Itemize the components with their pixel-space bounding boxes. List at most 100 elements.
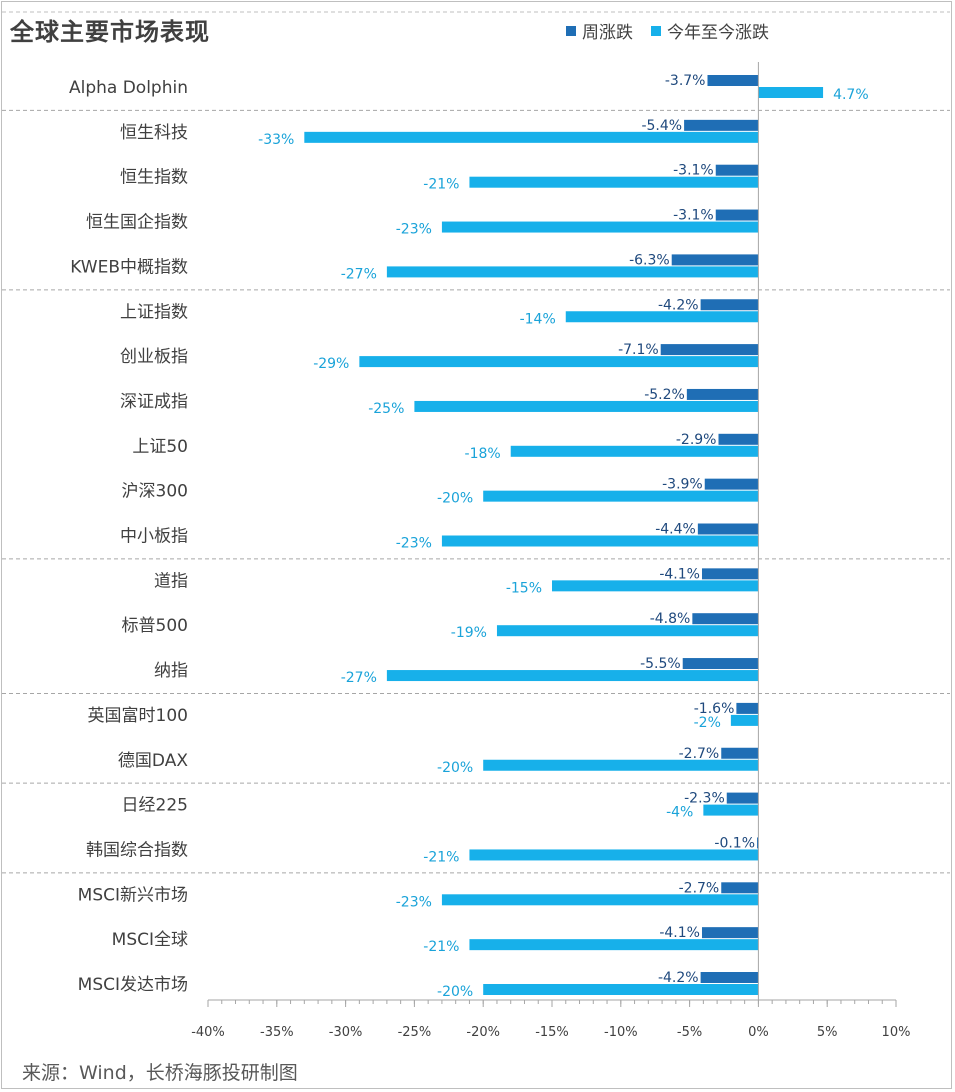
- bar-ytd: [758, 87, 824, 98]
- data-label-ytd: -27%: [341, 266, 377, 282]
- x-tick-label: -20%: [466, 1025, 500, 1040]
- data-label-ytd: -19%: [451, 625, 487, 641]
- data-label-ytd: -25%: [368, 401, 404, 417]
- bar-weekly: [671, 254, 759, 266]
- legend-item-ytd: 今年至今涨跌: [651, 18, 769, 43]
- data-label-weekly: -4.2%: [658, 297, 699, 313]
- data-label-weekly: -5.2%: [644, 387, 685, 403]
- data-label-ytd: -23%: [396, 894, 432, 910]
- x-tick-label: 0%: [748, 1025, 769, 1040]
- x-tick-label: -25%: [398, 1025, 432, 1040]
- x-tick-label: -15%: [535, 1025, 569, 1040]
- bar-weekly: [701, 568, 759, 580]
- category-label: 恒生科技: [120, 123, 188, 143]
- category-label: 德国DAX: [118, 751, 188, 771]
- bar-weekly: [660, 344, 759, 356]
- category-label: 日经225: [122, 796, 188, 816]
- category-label: 标普500: [122, 616, 188, 636]
- bar-weekly: [715, 209, 759, 221]
- data-label-ytd: -20%: [437, 984, 473, 1000]
- bar-weekly: [700, 299, 759, 311]
- data-label-weekly: -2.9%: [676, 432, 717, 448]
- x-tick-label: -40%: [191, 1025, 225, 1040]
- data-label-weekly: -5.5%: [640, 656, 681, 672]
- chart-title: 全球主要市场表现: [10, 18, 210, 46]
- bar-weekly: [682, 658, 759, 670]
- bar-ytd: [730, 714, 759, 726]
- category-label: MSCI发达市场: [78, 975, 188, 995]
- bar-ytd: [386, 670, 759, 682]
- bar-ytd: [469, 176, 759, 188]
- bar-weekly: [704, 478, 759, 490]
- x-tick-label: -30%: [329, 1025, 363, 1040]
- category-label: 恒生指数: [120, 168, 188, 188]
- bar-ytd: [441, 221, 759, 233]
- data-label-weekly: -4.1%: [659, 566, 700, 582]
- data-label-weekly: -0.1%: [714, 835, 755, 851]
- category-label: 道指: [154, 571, 188, 591]
- category-label: 中小板指: [120, 527, 188, 547]
- category-label: 沪深300: [122, 482, 188, 502]
- bar-weekly: [715, 164, 759, 176]
- bar-weekly: [692, 613, 759, 625]
- data-label-ytd: -20%: [437, 491, 473, 507]
- bar-weekly: [701, 927, 759, 939]
- legend-label-weekly: 周涨跌: [582, 23, 633, 43]
- data-label-weekly: -1.6%: [694, 701, 735, 717]
- legend: 周涨跌 今年至今涨跌: [566, 18, 787, 43]
- legend-swatch-ytd: [651, 25, 661, 36]
- data-label-weekly: -5.4%: [641, 118, 682, 134]
- bar-ytd: [304, 131, 759, 143]
- bar-weekly: [721, 747, 759, 759]
- data-label-weekly: -4.4%: [655, 522, 696, 538]
- bar-ytd: [469, 849, 759, 861]
- bar-weekly: [736, 702, 759, 714]
- bar-weekly: [686, 388, 759, 400]
- bar-ytd: [441, 535, 759, 547]
- x-tick-label: 5%: [817, 1025, 838, 1040]
- category-label: 上证指数: [120, 302, 188, 322]
- data-label-weekly: -2.7%: [679, 880, 720, 896]
- category-label: MSCI全球: [112, 930, 188, 950]
- data-label-ytd: -27%: [341, 670, 377, 686]
- category-label: KWEB中概指数: [70, 257, 188, 277]
- source-note: 来源：Wind，长桥海豚投研制图: [22, 1062, 298, 1084]
- data-label-ytd: -23%: [396, 222, 432, 238]
- x-tick-label: -35%: [260, 1025, 294, 1040]
- category-label: 英国富时100: [88, 706, 188, 726]
- legend-swatch-weekly: [566, 25, 576, 36]
- data-label-weekly: -4.2%: [658, 970, 699, 986]
- bar-ytd: [552, 580, 759, 592]
- category-label: Alpha Dolphin: [69, 78, 188, 98]
- bar-ytd: [483, 490, 759, 502]
- category-label: 恒生国企指数: [86, 213, 188, 233]
- bar-weekly: [697, 523, 759, 535]
- bar-weekly: [718, 433, 759, 445]
- bar-ytd: [469, 939, 759, 951]
- category-label: 创业板指: [120, 347, 188, 367]
- data-label-weekly: -4.8%: [650, 611, 691, 627]
- bar-ytd: [483, 759, 759, 771]
- x-tick-label: -5%: [677, 1025, 702, 1040]
- legend-label-ytd: 今年至今涨跌: [667, 23, 769, 43]
- bar-ytd: [565, 311, 759, 323]
- bar-ytd: [483, 984, 759, 995]
- data-label-weekly: -2.3%: [684, 791, 725, 807]
- data-label-weekly: -6.3%: [629, 252, 670, 268]
- bar-ytd: [510, 445, 759, 457]
- data-label-weekly: -2.7%: [679, 746, 720, 762]
- bar-ytd: [414, 400, 759, 412]
- data-label-weekly: -3.9%: [662, 477, 703, 493]
- data-label-ytd: -4%: [666, 805, 693, 821]
- data-label-ytd: -33%: [258, 132, 294, 148]
- category-label: 深证成指: [120, 392, 188, 412]
- bar-ytd: [386, 266, 759, 278]
- data-label-ytd: -21%: [423, 177, 459, 193]
- x-tick-label: 10%: [882, 1025, 911, 1040]
- data-label-ytd: -21%: [423, 849, 459, 865]
- data-label-weekly: -7.1%: [618, 342, 659, 358]
- data-label-ytd: -21%: [423, 939, 459, 955]
- data-label-ytd: 4.7%: [833, 87, 869, 103]
- bar-weekly: [700, 972, 759, 983]
- data-label-weekly: -3.1%: [673, 163, 714, 179]
